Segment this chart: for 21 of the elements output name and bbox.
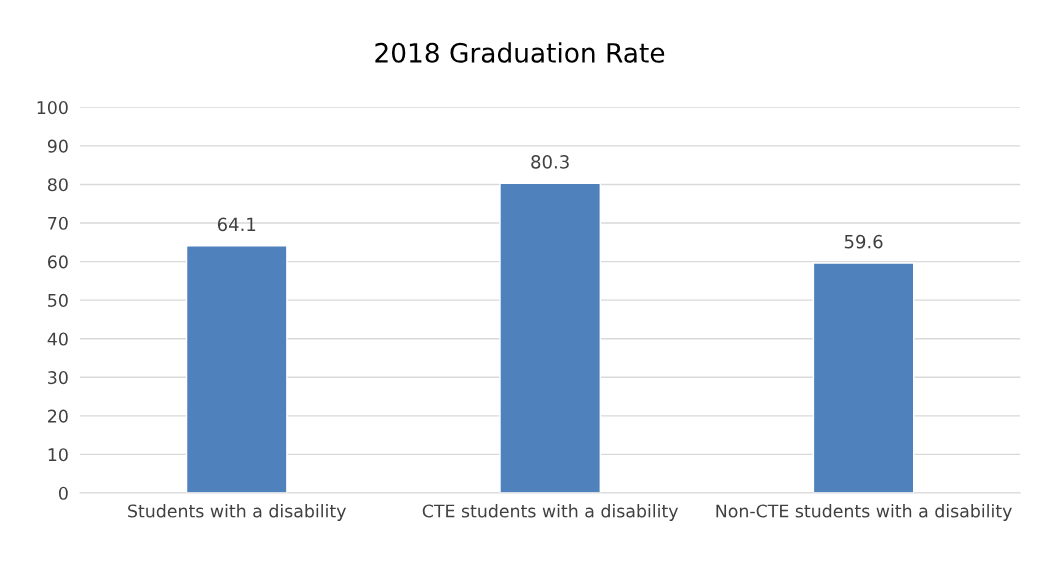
data-label: 80.3: [531, 155, 569, 169]
y-tick-label: 80: [47, 178, 68, 192]
x-tick-label: Students with a disability: [128, 504, 346, 521]
y-tick-label: 10: [48, 448, 68, 462]
x-tick-label: Non-CTE students with a disability: [716, 504, 1012, 521]
y-tick-label: 30: [48, 371, 68, 385]
y-tick-label: 50: [48, 293, 68, 307]
bar: [185, 245, 288, 493]
y-tick-label: 0: [58, 486, 68, 500]
y-tick-label: 90: [47, 139, 68, 153]
y-tick-label: 100: [37, 101, 68, 115]
data-label: 59.6: [844, 234, 883, 249]
y-tick-label: 60: [48, 255, 68, 269]
bar: [812, 262, 915, 493]
chart-title: 2018 Graduation Rate: [375, 42, 665, 63]
y-tick-label: 70: [48, 216, 68, 230]
bar: [499, 182, 601, 493]
data-label: 64.1: [217, 217, 256, 232]
y-tick-label: 40: [47, 332, 68, 346]
x-tick-label: CTE students with a disability: [422, 504, 679, 521]
y-tick-label: 20: [48, 409, 68, 423]
